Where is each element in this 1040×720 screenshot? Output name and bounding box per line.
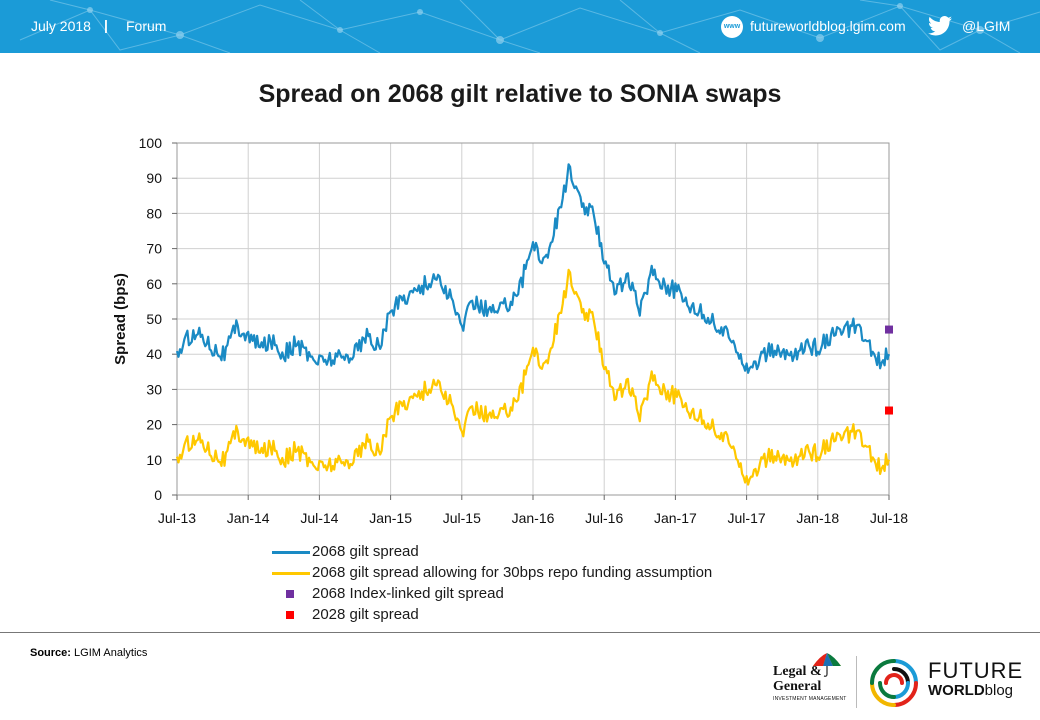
x-tick-label: Jan-15: [369, 510, 412, 526]
y-tick-label: 50: [146, 311, 162, 327]
future-world-logo-line1: FUTURE: [928, 658, 1024, 683]
legend-label: 2068 gilt spread allowing for 30bps repo…: [312, 564, 713, 581]
marker-2028-gilt-spread: [885, 406, 893, 415]
legal-general-logo-subtitle: INVESTMENT MANAGEMENT: [773, 696, 847, 702]
y-tick-label: 70: [146, 241, 162, 257]
chart-marker-layer: [885, 325, 893, 415]
footer-divider: [0, 632, 1040, 633]
twitter-handle-link[interactable]: @LGIM: [962, 18, 1011, 34]
line-chart: 0 10 20 30 40 50 60 70 80 90 100 Jul-13 Jan-14 Jul-14…: [112, 135, 909, 526]
y-tick-label: 20: [146, 417, 162, 433]
x-tick-label: Jul-14: [300, 510, 338, 526]
legend-swatch: [272, 572, 310, 575]
x-tick-label: Jul-15: [443, 510, 481, 526]
legend-swatch: [272, 551, 310, 554]
y-tick-label: 60: [146, 276, 162, 292]
legend-label: 2028 gilt spread: [312, 606, 419, 623]
x-tick-label: Jul-18: [870, 510, 908, 526]
www-icon: www: [721, 16, 743, 38]
footer-logo-separator: [856, 656, 857, 708]
chart-grid: [176, 142, 890, 496]
marker-index-linked-spread: [885, 325, 893, 334]
future-world-swirl-icon: [870, 659, 918, 707]
x-tick-label: Jul-17: [728, 510, 766, 526]
future-world-logo-line2: WORLDblog: [928, 682, 1014, 699]
chart-axes: 0 10 20 30 40 50 60 70 80 90 100 Jul-13 Jan-14 Jul-14…: [139, 135, 909, 526]
series-line-repo-adjusted-spread: [175, 268, 891, 486]
y-axis-label: Spread (bps): [112, 273, 129, 365]
header-site-link[interactable]: futureworldblog.lgim.com: [750, 18, 906, 34]
legend-label: 2068 gilt spread: [312, 543, 419, 560]
header-separator: |: [104, 17, 108, 33]
x-tick-label: Jan-16: [512, 510, 555, 526]
y-tick-label: 80: [146, 205, 162, 221]
x-tick-label: Jan-18: [796, 510, 839, 526]
legend-label: 2068 Index-linked gilt spread: [312, 585, 504, 602]
legal-general-logo-text: Legal & General: [773, 664, 822, 694]
y-tick-label: 10: [146, 452, 162, 468]
source-value: LGIM Analytics: [74, 647, 148, 659]
header-date: July 2018: [31, 18, 91, 34]
x-tick-label: Jul-13: [158, 510, 196, 526]
twitter-icon[interactable]: [928, 16, 952, 36]
legend-swatch: [286, 611, 294, 619]
x-tick-label: Jul-16: [585, 510, 623, 526]
legend-swatch: [286, 590, 294, 598]
y-tick-label: 30: [146, 381, 162, 397]
chart-series-layer: [175, 163, 891, 486]
network-pattern-icon: [19, 0, 1040, 53]
source-note: Source: LGIM Analytics: [30, 647, 147, 659]
legal-general-logo[interactable]: Legal & General INVESTMENT MANAGEMENT: [773, 650, 846, 710]
chart-title: Spread on 2068 gilt relative to SONIA sw…: [258, 80, 782, 108]
y-tick-label: 100: [139, 135, 163, 151]
x-tick-label: Jan-17: [654, 510, 697, 526]
umbrella-icon: [813, 653, 841, 677]
y-tick-label: 90: [146, 170, 162, 186]
header-bar: July 2018 | Forum www futureworldblog.lg…: [0, 0, 1040, 53]
y-tick-label: 0: [154, 487, 162, 503]
future-world-blog-logo[interactable]: FUTURE WORLDblog: [928, 660, 1023, 700]
header-section-link[interactable]: Forum: [126, 18, 167, 34]
y-tick-label: 40: [146, 346, 162, 362]
source-label: Source:: [30, 647, 71, 659]
series-line-gilt-spread: [175, 163, 891, 374]
x-tick-label: Jan-14: [227, 510, 270, 526]
